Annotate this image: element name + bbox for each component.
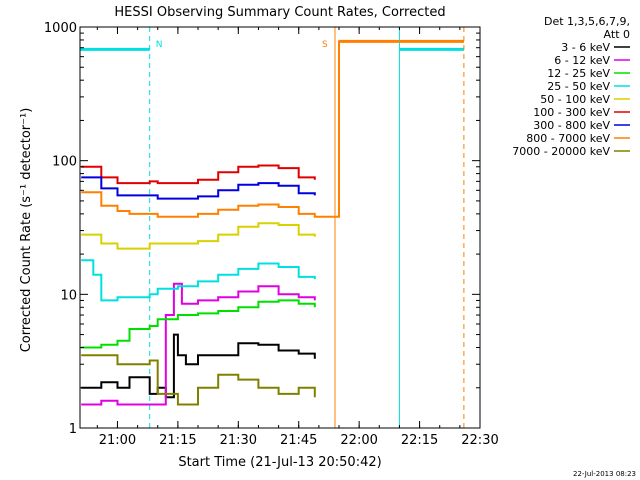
- series-layer: [81, 40, 464, 406]
- legend-entry-label: 12 - 25 keV: [547, 67, 610, 80]
- annotation-n: N: [156, 40, 163, 50]
- footer-date: 22-Jul-2013 08:23: [573, 470, 636, 478]
- vertical-markers: [149, 27, 465, 428]
- x-tick-label: 22:15: [401, 433, 438, 448]
- series-line-7: [81, 176, 316, 200]
- x-tick-label: 22:00: [340, 433, 377, 448]
- series-line-2: [81, 282, 316, 406]
- legend-entry-label: 300 - 800 keV: [533, 119, 610, 132]
- y-tick-label: 1: [69, 422, 77, 437]
- x-axis-label: Start Time (21-Jul-13 20:50:42): [178, 455, 381, 470]
- legend-entry-label: 6 - 12 keV: [554, 54, 610, 67]
- series-line-3: [81, 299, 316, 349]
- y-tick-label: 1000: [44, 21, 77, 36]
- legend-entry-label: 7000 - 20000 keV: [512, 145, 610, 158]
- x-tick-label: 21:45: [280, 433, 317, 448]
- y-axis: 1 10 100 1000: [44, 21, 480, 437]
- flag-layer: [80, 39, 464, 51]
- legend-entry-label: 25 - 50 keV: [547, 80, 610, 93]
- x-axis: 21:00 21:15 21:30 21:45 22:00 22:15 22:30: [96, 27, 499, 448]
- x-tick-label: 21:00: [99, 433, 136, 448]
- plot-frame: [79, 26, 481, 429]
- annotation-s: S: [322, 40, 328, 50]
- series-line-8: [81, 40, 464, 218]
- x-tick-label: 22:30: [461, 433, 498, 448]
- series-line-6: [81, 164, 316, 185]
- legend-entry-label: 800 - 7000 keV: [526, 132, 610, 145]
- y-axis-label: Corrected Count Rate (s⁻¹ detector⁻¹): [19, 108, 34, 353]
- legend-header-line: Det 1,3,5,6,7,9,: [544, 15, 630, 28]
- legend-entry-label: 3 - 6 keV: [561, 41, 610, 54]
- y-tick-label: 10: [60, 288, 77, 303]
- series-line-4: [81, 259, 316, 302]
- legend-header-line: Att 0: [604, 28, 630, 41]
- series-line-9: [81, 354, 316, 406]
- x-tick-label: 21:15: [159, 433, 196, 448]
- x-tick-label: 21:30: [220, 433, 257, 448]
- legend-entry-label: 50 - 100 keV: [540, 93, 610, 106]
- chart-title: HESSI Observing Summary Count Rates, Cor…: [114, 5, 445, 20]
- legend-entry-label: 100 - 300 keV: [533, 106, 610, 119]
- series-line-1: [81, 333, 316, 399]
- y-tick-label: 100: [52, 155, 77, 170]
- series-line-5: [81, 222, 316, 250]
